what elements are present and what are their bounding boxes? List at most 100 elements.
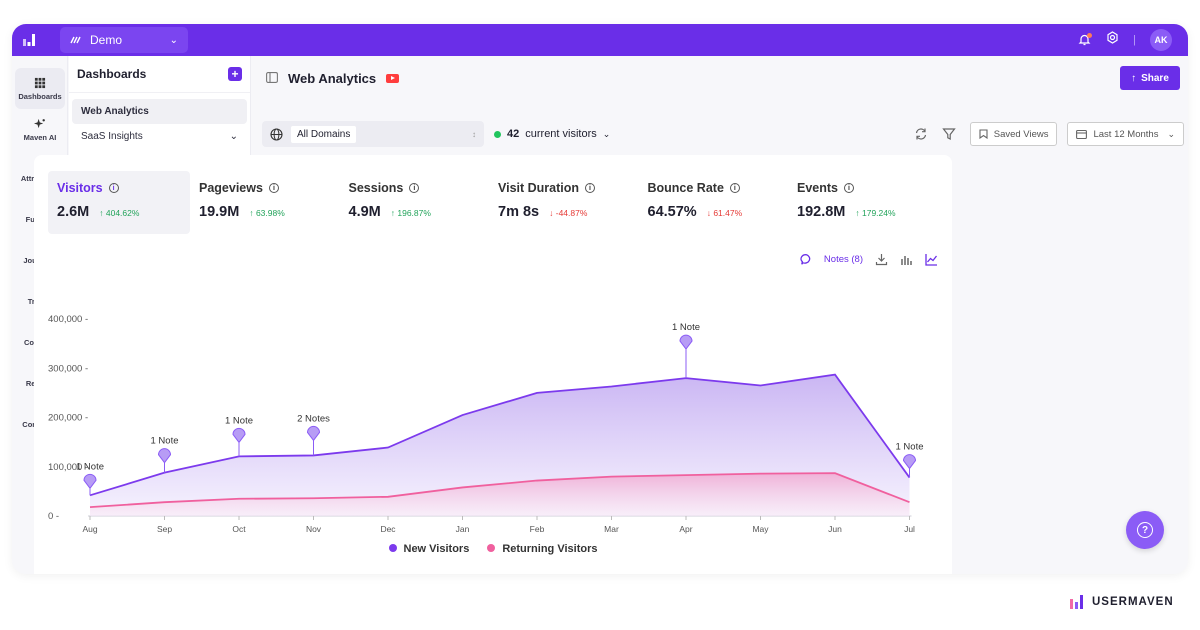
legend-item[interactable]: Returning Visitors — [487, 543, 597, 555]
x-tick-label: Oct — [232, 524, 246, 534]
metric-tab-visit-duration[interactable]: Visit Duration i 7m 8s ↓ -44.87% — [489, 171, 639, 234]
x-tick-label: Dec — [380, 524, 396, 534]
analytics-card: Visitors i 2.6M ↑ 404.62% Pageviews i 19.9M ↑ 6… — [34, 155, 952, 574]
legend-item[interactable]: New Visitors — [388, 543, 470, 555]
note-label: 1 Note — [225, 415, 253, 426]
chevron-down-icon: ⌄ — [602, 128, 611, 139]
metric-change: ↓ -44.87% — [549, 208, 587, 218]
info-icon[interactable]: i — [268, 183, 279, 193]
metric-tab-sessions[interactable]: Sessions i 4.9M ↑ 196.87% — [340, 171, 490, 234]
metric-value: 7m 8s — [498, 204, 540, 220]
x-tick-label: Feb — [530, 524, 545, 534]
metric-change: ↑ 63.98% — [249, 208, 284, 218]
chart-note-marker[interactable]: 1 Note — [672, 322, 700, 379]
date-range-selector[interactable]: Last 12 Months ⌄ — [1067, 122, 1184, 146]
app-logo-icon[interactable] — [12, 24, 46, 56]
legend-swatch — [388, 544, 397, 552]
x-tick-label: Jun — [828, 524, 842, 534]
metric-tab-pageviews[interactable]: Pageviews i 19.9M ↑ 63.98% — [190, 171, 340, 234]
metric-value: 19.9M — [199, 204, 240, 220]
series-line-new-visitors[interactable] — [89, 373, 911, 497]
y-tick-label: 0 - — [48, 511, 59, 522]
info-icon[interactable]: i — [108, 183, 119, 193]
page-title: Web Analytics — [288, 71, 377, 86]
refresh-icon[interactable] — [914, 127, 928, 141]
top-bar: Demo ⌄ | AK — [12, 24, 1188, 56]
legend-label: New Visitors — [403, 543, 470, 555]
rail-item-dashboards[interactable]: Dashboards — [15, 68, 65, 109]
x-tick-label: Sep — [157, 524, 172, 534]
help-button[interactable]: ? — [1126, 511, 1164, 549]
bar-chart-icon[interactable] — [900, 253, 913, 266]
x-tick-label: Aug — [82, 524, 97, 534]
avatar[interactable]: AK — [1150, 29, 1172, 51]
gear-icon[interactable] — [1106, 31, 1119, 49]
sidebar-item-label: Web Analytics — [81, 106, 149, 117]
metric-label: Visitors — [57, 181, 103, 195]
metric-tab-events[interactable]: Events i 192.8M ↑ 179.24% — [788, 171, 938, 234]
sidebar-toggle-icon[interactable] — [266, 71, 278, 86]
info-icon[interactable]: i — [729, 183, 740, 193]
current-visitors[interactable]: 42 current visitors ⌄ — [494, 128, 610, 140]
y-tick-label: 100,000 - — [48, 462, 88, 473]
saved-views-button[interactable]: Saved Views — [969, 122, 1058, 146]
note-pin-icon — [232, 427, 246, 444]
chart-note-marker[interactable]: 1 Note — [151, 436, 179, 473]
share-button[interactable]: ↑ Share — [1120, 66, 1180, 90]
metric-tab-bounce-rate[interactable]: Bounce Rate i 64.57% ↓ 61.47% — [639, 171, 789, 234]
note-label: 1 Note — [896, 442, 924, 453]
brand-logo: USERMAVEN — [1070, 595, 1174, 609]
grid-icon — [34, 77, 46, 88]
saved-views-label: Saved Views — [993, 128, 1049, 140]
share-icon: ↑ — [1131, 72, 1137, 84]
chart-note-marker[interactable]: 1 Note — [76, 461, 104, 496]
arrow-up-icon: ↑ — [249, 208, 254, 218]
bell-icon[interactable] — [1078, 33, 1093, 47]
line-chart-icon[interactable] — [925, 253, 938, 266]
rail-item-label: Maven AI — [23, 132, 57, 142]
metric-change-value: 404.62% — [105, 208, 140, 218]
sidebar-title: Dashboards — [77, 67, 147, 81]
metric-change-value: 179.24% — [862, 208, 896, 218]
y-tick-label: 400,000 - — [48, 314, 88, 325]
chart-note-marker[interactable]: 1 Note — [896, 442, 924, 478]
sidebar-item-web-analytics[interactable]: Web Analytics — [72, 99, 247, 124]
metric-tabs: Visitors i 2.6M ↑ 404.62% Pageviews i 19.9M ↑ 6… — [48, 171, 938, 234]
notes-label: Notes (8) — [823, 254, 863, 265]
metric-value: 64.57% — [647, 204, 697, 220]
x-tick-label: Nov — [306, 524, 322, 534]
note-pin-icon — [679, 334, 693, 350]
workspace-selector[interactable]: Demo ⌄ — [60, 27, 188, 53]
add-dashboard-button[interactable]: + — [228, 67, 242, 81]
metric-label: Events — [797, 181, 838, 195]
usermaven-logo-icon — [1070, 595, 1083, 609]
info-icon[interactable]: i — [844, 183, 854, 193]
updown-arrow-icon: ↕ — [472, 129, 476, 139]
youtube-icon[interactable] — [386, 74, 400, 83]
notes-toggle[interactable]: Notes (8) — [800, 253, 863, 266]
legend-label: Returning Visitors — [502, 543, 598, 555]
domain-selector[interactable]: All Domains ↕ — [262, 121, 484, 147]
note-label: 2 Notes — [297, 413, 330, 424]
series-line-returning-visitors[interactable] — [89, 472, 910, 509]
note-label: 1 Note — [76, 461, 104, 472]
sidebar-item-saas-insights[interactable]: SaaS Insights ⌄ — [72, 124, 247, 149]
chart-note-marker[interactable]: 2 Notes — [297, 413, 330, 456]
share-label: Share — [1141, 72, 1169, 84]
live-dot-icon — [494, 130, 501, 138]
sidebar-item-label: SaaS Insights — [81, 131, 143, 142]
metric-change: ↓ 61.47% — [707, 208, 742, 218]
chart-note-marker[interactable]: 1 Note — [225, 415, 253, 457]
filter-icon[interactable] — [942, 127, 956, 141]
brand-name: USERMAVEN — [1092, 596, 1174, 608]
current-visitors-label: current visitors — [525, 128, 597, 140]
download-icon[interactable] — [875, 253, 888, 266]
info-icon[interactable]: i — [409, 183, 420, 193]
rail-item-maven-ai[interactable]: Maven AI — [12, 109, 68, 150]
rail-item-label: Dashboards — [18, 91, 62, 101]
info-icon[interactable]: i — [585, 183, 596, 193]
metric-tab-visitors[interactable]: Visitors i 2.6M ↑ 404.62% — [48, 171, 190, 234]
chevron-down-icon: ⌄ — [229, 131, 238, 142]
visitors-area-chart: 0 - 100,000 - 200,000 - 300,000 - 400,000 - A… — [48, 314, 924, 534]
